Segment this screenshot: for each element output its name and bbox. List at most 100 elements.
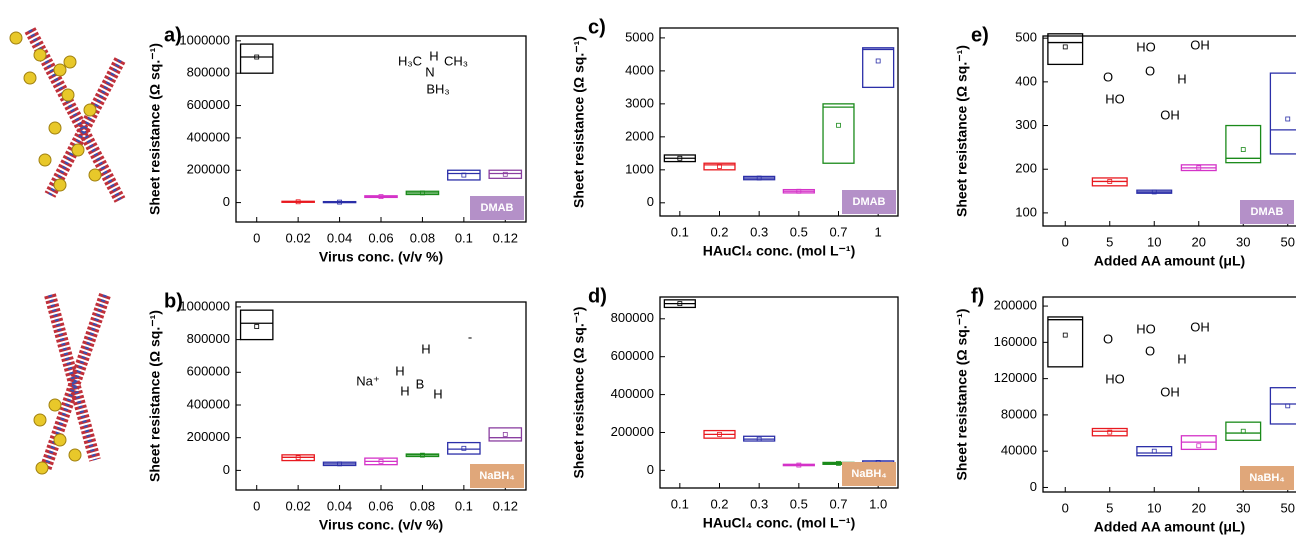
x-tick-label: 0.3 (750, 496, 768, 511)
plot-frame (1042, 35, 1296, 227)
x-tick-label: 0.02 (285, 498, 310, 513)
annotation: O (1103, 331, 1113, 346)
mean (378, 458, 384, 464)
annotation: BH₃ (426, 81, 449, 96)
mean (502, 171, 508, 177)
annotation: H (1177, 351, 1186, 366)
x-tick-label: 0.06 (368, 498, 393, 513)
panel: 0 5 10 20 30 50 100 200 300 400 500 e)Sheet resista… (954, 24, 1296, 269)
x-tick-label: 0.12 (493, 498, 518, 513)
mean (677, 155, 683, 161)
panel-label: b) (164, 290, 183, 312)
x-tick-label: 0.5 (790, 496, 808, 511)
mean (1151, 189, 1157, 195)
y-tick-label: 1000000 (179, 298, 230, 313)
badge-bg (470, 464, 524, 488)
y-tick-label: 400000 (187, 396, 230, 411)
y-tick-label: 5000 (625, 29, 654, 44)
illustration-top (9, 27, 126, 203)
annotation: H (429, 48, 438, 63)
x-tick-label: 0.1 (671, 224, 689, 239)
mean (337, 461, 342, 467)
annotation: OH (1160, 384, 1180, 399)
annotation: H (421, 341, 430, 356)
x-tick-label: 0.5 (790, 224, 808, 239)
box (822, 103, 855, 164)
box (447, 169, 481, 181)
x-tick-label: 0 (1062, 500, 1069, 515)
box (239, 43, 274, 74)
y-axis-label: Sheet resistance (Ω sq.⁻¹) (147, 310, 163, 482)
mean (836, 122, 841, 128)
x-tick-label: 5 (1106, 500, 1113, 515)
box (1225, 124, 1262, 164)
plot-frame (659, 296, 899, 489)
x-tick-label: 50 (1281, 500, 1295, 515)
x-tick-label: 5 (1106, 234, 1113, 249)
x-tick-label: 0.02 (285, 230, 310, 245)
annotation: HO (1105, 91, 1125, 106)
mean (717, 164, 722, 169)
badge: DMAB (853, 196, 886, 208)
badge-bg (1240, 466, 1294, 490)
badge-bg (842, 462, 896, 486)
y-tick-label: 80000 (1001, 406, 1037, 421)
panel: 0 0.02 0.04 0.06 0.08 0.1 0.12 0 200000 400000 600… (147, 24, 527, 265)
y-tick-label: 40000 (1001, 443, 1037, 458)
annotation: CH₃ (444, 53, 468, 68)
x-axis-label: Added AA amount (μL) (1094, 519, 1245, 535)
x-axis-label: HAuCl₄ conc. (mol L⁻¹) (703, 243, 856, 259)
panel-label: e) (971, 24, 989, 46)
mean (254, 324, 260, 329)
panel-label: f) (971, 285, 984, 307)
y-tick-label: 100 (1015, 204, 1037, 219)
x-tick-label: 0.7 (829, 496, 847, 511)
mean (1107, 429, 1113, 435)
box (703, 162, 736, 171)
x-tick-label: 0.08 (410, 498, 435, 513)
y-tick-label: 600000 (611, 348, 654, 363)
y-tick-label: 500 (1015, 30, 1037, 45)
x-tick-label: 30 (1236, 500, 1250, 515)
badge: NaBH₄ (1249, 472, 1284, 484)
annotation: H (400, 383, 409, 398)
panel-label: a) (164, 24, 182, 46)
x-axis-label: Virus conc. (v/v %) (319, 517, 443, 533)
annotation: O (1103, 69, 1113, 84)
badge: NaBH₄ (851, 468, 886, 480)
x-tick-label: 0.04 (327, 498, 352, 513)
annotation: Na⁺ (356, 373, 379, 388)
mean (1196, 443, 1202, 449)
mean (337, 199, 342, 205)
mean (461, 445, 467, 451)
x-tick-label: 0.12 (493, 230, 518, 245)
illustration-bottom (33, 293, 111, 475)
y-axis-label: Sheet resistance (Ω sq.⁻¹) (571, 36, 587, 208)
annotation: HO (1136, 39, 1156, 54)
y-tick-label: 600000 (187, 364, 230, 379)
panel: 0 0.02 0.04 0.06 0.08 0.1 0.12 0 200000 400000 600… (147, 290, 527, 533)
badge: DMAB (1251, 206, 1284, 218)
mean (756, 175, 762, 181)
y-tick-label: 0 (647, 194, 654, 209)
x-tick-label: 0.2 (710, 496, 728, 511)
y-tick-label: 0 (223, 194, 230, 209)
annotation: O (1145, 343, 1155, 358)
x-tick-label: 0.1 (671, 496, 689, 511)
x-axis-label: Virus conc. (v/v %) (319, 249, 443, 265)
x-tick-label: 10 (1147, 234, 1161, 249)
y-tick-label: 120000 (994, 370, 1037, 385)
mean (717, 431, 722, 437)
x-tick-label: 0.1 (455, 498, 473, 513)
y-tick-label: 600000 (187, 97, 230, 112)
y-tick-label: 160000 (994, 334, 1037, 349)
mean (461, 172, 467, 178)
mean (1196, 165, 1202, 171)
box (1136, 446, 1173, 457)
y-axis-label: Sheet resistance (Ω sq.⁻¹) (954, 45, 970, 217)
annotation: OH (1190, 319, 1210, 334)
annotation: H (1177, 71, 1186, 86)
mean (295, 455, 301, 461)
mean (1285, 116, 1291, 122)
y-tick-label: 200000 (187, 429, 230, 444)
